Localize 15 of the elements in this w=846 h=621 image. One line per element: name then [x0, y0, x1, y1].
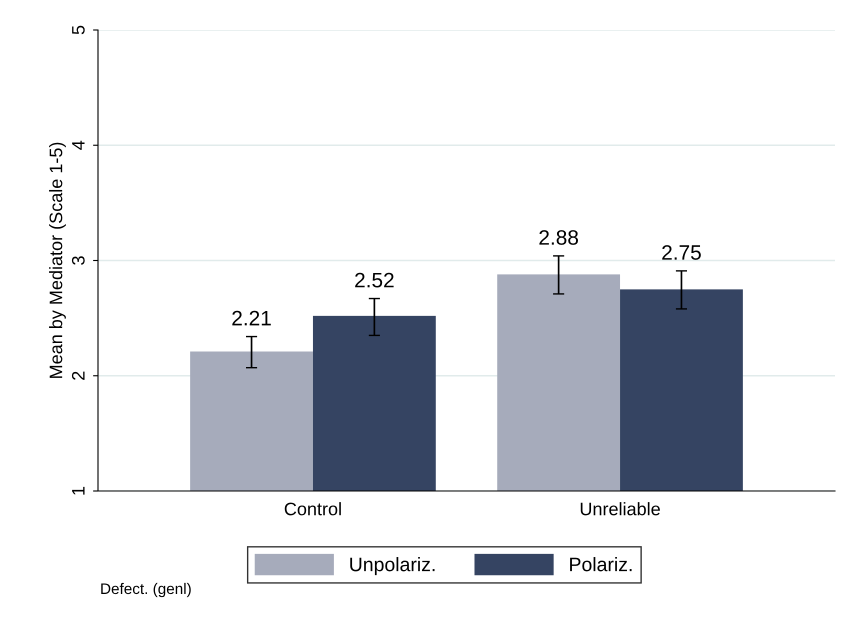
y-tick-label: 2: [72, 372, 85, 380]
x-tick-label: Control: [284, 502, 341, 516]
legend-label: Polariz.: [570, 557, 632, 572]
data-label: 2.75: [662, 245, 701, 260]
text: Defect. (genl): [101, 582, 191, 598]
data-label: 2.21: [232, 310, 271, 326]
y-tick-label: 3: [72, 256, 85, 265]
y-tick-label: 1: [72, 486, 85, 495]
legend-label: Unpolariz.: [350, 557, 435, 576]
data-label: 2.88: [539, 230, 578, 245]
y-tick-label: 5: [72, 26, 85, 34]
y-tick-label: 4: [72, 140, 85, 150]
x-tick-label: Unreliable: [580, 502, 660, 516]
data-label: 2.52: [355, 272, 394, 288]
y-axis-title: Mean by Mediator (Scale 1-5): [49, 142, 66, 378]
